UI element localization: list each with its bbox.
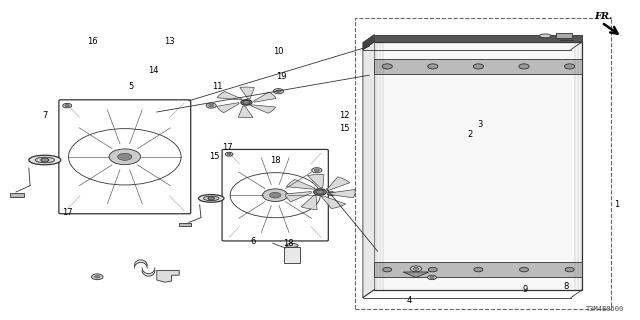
Polygon shape	[217, 103, 239, 113]
Circle shape	[314, 189, 326, 195]
Circle shape	[225, 152, 233, 156]
Polygon shape	[238, 106, 253, 118]
Text: 1: 1	[614, 200, 620, 209]
Text: 6: 6	[250, 237, 255, 246]
Circle shape	[273, 89, 284, 94]
Circle shape	[382, 64, 392, 69]
Bar	[556, 33, 572, 38]
Circle shape	[314, 169, 319, 172]
Text: 12: 12	[339, 111, 349, 120]
Text: 5: 5	[129, 82, 134, 91]
Text: 7: 7	[42, 111, 47, 120]
Circle shape	[428, 275, 436, 280]
Circle shape	[428, 64, 438, 69]
Circle shape	[41, 158, 49, 162]
Polygon shape	[327, 177, 350, 190]
Circle shape	[269, 192, 281, 198]
Circle shape	[474, 268, 483, 272]
Polygon shape	[157, 270, 179, 282]
Circle shape	[428, 268, 437, 272]
Polygon shape	[363, 35, 374, 50]
Polygon shape	[287, 180, 316, 189]
Circle shape	[243, 100, 250, 104]
Circle shape	[413, 268, 419, 270]
Bar	[355, 18, 611, 309]
Text: 4: 4	[407, 296, 412, 305]
Circle shape	[118, 153, 132, 160]
Circle shape	[262, 189, 288, 202]
Ellipse shape	[29, 155, 61, 165]
Text: 8: 8	[563, 282, 568, 291]
Ellipse shape	[285, 244, 298, 247]
Bar	[374, 59, 582, 74]
Text: 9: 9	[522, 285, 527, 294]
Circle shape	[430, 276, 434, 278]
Text: 18: 18	[270, 156, 280, 164]
Polygon shape	[403, 272, 429, 277]
Ellipse shape	[35, 157, 54, 163]
Polygon shape	[301, 195, 317, 210]
Polygon shape	[251, 105, 276, 113]
Polygon shape	[363, 42, 374, 298]
Text: 11: 11	[212, 82, 223, 91]
Circle shape	[328, 192, 335, 196]
Text: 15: 15	[339, 124, 349, 132]
Circle shape	[63, 103, 72, 108]
Text: 18: 18	[283, 239, 293, 248]
Text: 10: 10	[273, 47, 284, 56]
Circle shape	[410, 266, 422, 272]
Circle shape	[206, 103, 216, 108]
Text: T3M4B0500: T3M4B0500	[586, 306, 624, 312]
Bar	[284, 247, 300, 263]
Text: 3: 3	[477, 120, 482, 129]
Text: 13: 13	[164, 37, 175, 46]
Circle shape	[312, 168, 322, 173]
Bar	[374, 262, 582, 277]
Circle shape	[65, 104, 69, 107]
Polygon shape	[307, 174, 324, 188]
Bar	[179, 223, 191, 226]
Circle shape	[227, 153, 231, 155]
Bar	[10, 193, 24, 197]
Ellipse shape	[540, 34, 551, 38]
Polygon shape	[285, 192, 312, 202]
Circle shape	[565, 268, 574, 272]
Circle shape	[95, 276, 100, 278]
Text: 16: 16	[88, 37, 98, 46]
Text: FR.: FR.	[594, 12, 612, 21]
Circle shape	[564, 64, 575, 69]
Polygon shape	[328, 189, 355, 198]
Circle shape	[474, 64, 484, 69]
Ellipse shape	[204, 196, 219, 201]
Text: 17: 17	[62, 208, 72, 217]
Circle shape	[519, 64, 529, 69]
Circle shape	[208, 197, 214, 200]
Ellipse shape	[198, 195, 224, 202]
Bar	[374, 42, 582, 290]
Polygon shape	[253, 92, 276, 102]
Circle shape	[316, 190, 324, 194]
Text: 2: 2	[467, 130, 472, 139]
Polygon shape	[240, 87, 255, 99]
Circle shape	[520, 268, 529, 272]
Polygon shape	[321, 196, 346, 209]
Circle shape	[92, 274, 103, 280]
Text: 15: 15	[209, 152, 220, 161]
Polygon shape	[217, 92, 242, 100]
Text: 19: 19	[276, 72, 287, 81]
Circle shape	[209, 104, 214, 107]
Circle shape	[383, 268, 392, 272]
Circle shape	[330, 193, 333, 195]
Text: 17: 17	[222, 143, 232, 152]
Bar	[374, 35, 582, 42]
Circle shape	[241, 100, 252, 105]
Text: 14: 14	[148, 66, 159, 75]
Circle shape	[109, 149, 141, 165]
Circle shape	[276, 90, 281, 92]
